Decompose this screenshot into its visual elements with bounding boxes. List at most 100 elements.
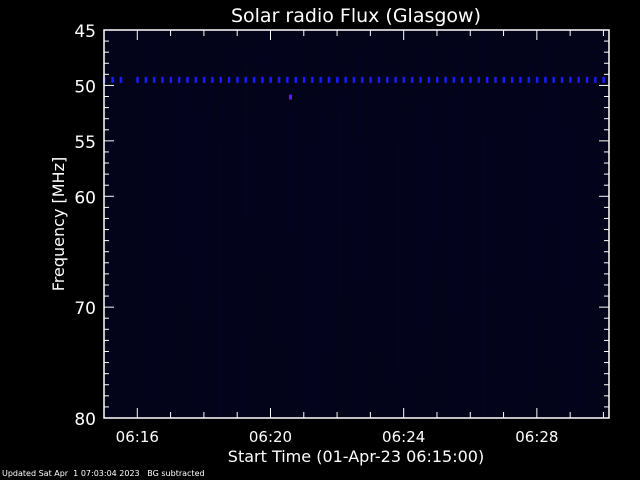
spectrogram-texture [294,38,296,233]
spectrogram-texture [354,118,356,343]
spectrogram-texture [480,30,482,383]
band-mark [527,76,531,83]
spectrogram-texture [222,106,224,390]
band-mark [152,76,156,83]
spectrogram-texture [318,139,320,418]
spectrogram-texture [414,114,416,332]
band-mark [519,76,522,83]
spectrogram-texture [501,44,503,273]
spectrogram-texture [546,38,548,284]
band-mark [594,76,597,83]
spectrogram-texture [597,130,599,304]
spectrogram-texture [588,147,590,417]
spectrogram-texture [507,93,509,418]
spectrogram-texture [528,60,530,398]
spectrogram-texture [558,124,560,378]
spectrogram-texture [456,48,458,315]
spectrogram-texture [309,138,311,417]
band-mark [144,76,148,83]
band-mark [560,76,564,83]
band-mark [261,76,264,83]
spectrogram-texture [276,40,278,288]
x-tick-label: 06:20 [249,428,292,446]
spectrogram-texture [384,117,386,417]
spectrogram-texture [372,33,374,198]
spectrogram-texture [174,63,176,255]
band-mark [469,76,472,83]
spectrogram-texture [486,139,488,295]
spectrogram-texture [561,121,563,292]
band-mark [410,76,414,83]
spectrogram-texture [303,93,305,345]
band-mark [327,76,331,83]
band-mark [119,76,123,83]
band-mark [311,76,314,83]
spectrogram-texture [552,68,554,226]
band-mark [336,76,339,83]
y-tick-label: 50 [74,77,96,97]
spectrogram-texture [603,108,605,261]
spectrogram-texture [504,60,506,331]
y-tick-label: 80 [74,410,96,430]
spectrogram-texture [582,83,584,325]
spectrogram-texture [399,126,401,376]
band-mark [602,76,605,83]
spectrogram-texture [375,84,377,368]
spectrogram-texture [285,70,287,418]
band-mark [211,76,214,83]
spectrogram-texture [255,50,257,210]
spectrogram-texture [261,131,263,317]
band-mark [294,76,297,83]
band-mark [452,76,456,83]
band-mark [252,76,256,83]
spectrogram-texture [312,146,314,417]
spectrogram-texture [567,66,569,309]
spectrogram-texture [477,145,479,417]
spectrogram-texture [246,61,248,218]
chart-title: Solar radio Flux (Glasgow) [231,5,481,27]
spectrogram-texture [273,49,275,200]
band-mark [227,76,231,83]
spectrogram-texture [525,72,527,401]
spectrogram-texture [438,140,440,399]
band-mark [477,76,481,83]
spectrogram-texture [171,80,173,363]
spectrogram-texture [420,103,422,334]
spectrogram-texture [498,114,500,269]
spectrogram-texture [357,101,359,347]
spectrogram-texture [201,111,203,417]
spectrogram-texture [453,94,455,258]
spectrogram-texture [393,57,395,359]
spectrogram-texture [432,76,434,248]
band-mark [361,76,364,83]
band-mark [402,76,406,83]
spectrogram-texture [444,71,446,281]
spectrogram-texture [324,39,326,417]
spectrogram-texture [150,135,152,417]
band-mark [244,76,248,83]
spectrogram-texture [186,141,188,349]
spectrogram-texture [462,55,464,347]
spectrogram-texture [339,109,341,297]
spectrogram-texture [234,73,236,364]
spectrogram-texture [189,86,191,294]
band-mark [236,76,239,83]
band-mark [577,76,580,83]
band-mark [435,76,439,83]
band-mark [386,76,389,83]
spectrogram-texture [219,141,221,417]
spectrogram-texture [519,67,521,414]
band-mark [186,76,189,83]
band-mark [485,76,489,83]
spectrogram-texture [270,65,272,406]
spectrogram-texture [162,88,164,281]
spectrogram-texture [177,83,179,290]
plot-area [103,30,609,418]
band-mark [535,76,539,83]
spectrogram-texture [366,49,368,316]
spectrogram-texture [426,76,428,417]
spectrogram-texture [144,97,146,276]
spectrogram-texture [492,74,494,297]
updated-timestamp: Updated Sat Apr 1 07:03:04 2023 [2,469,140,478]
